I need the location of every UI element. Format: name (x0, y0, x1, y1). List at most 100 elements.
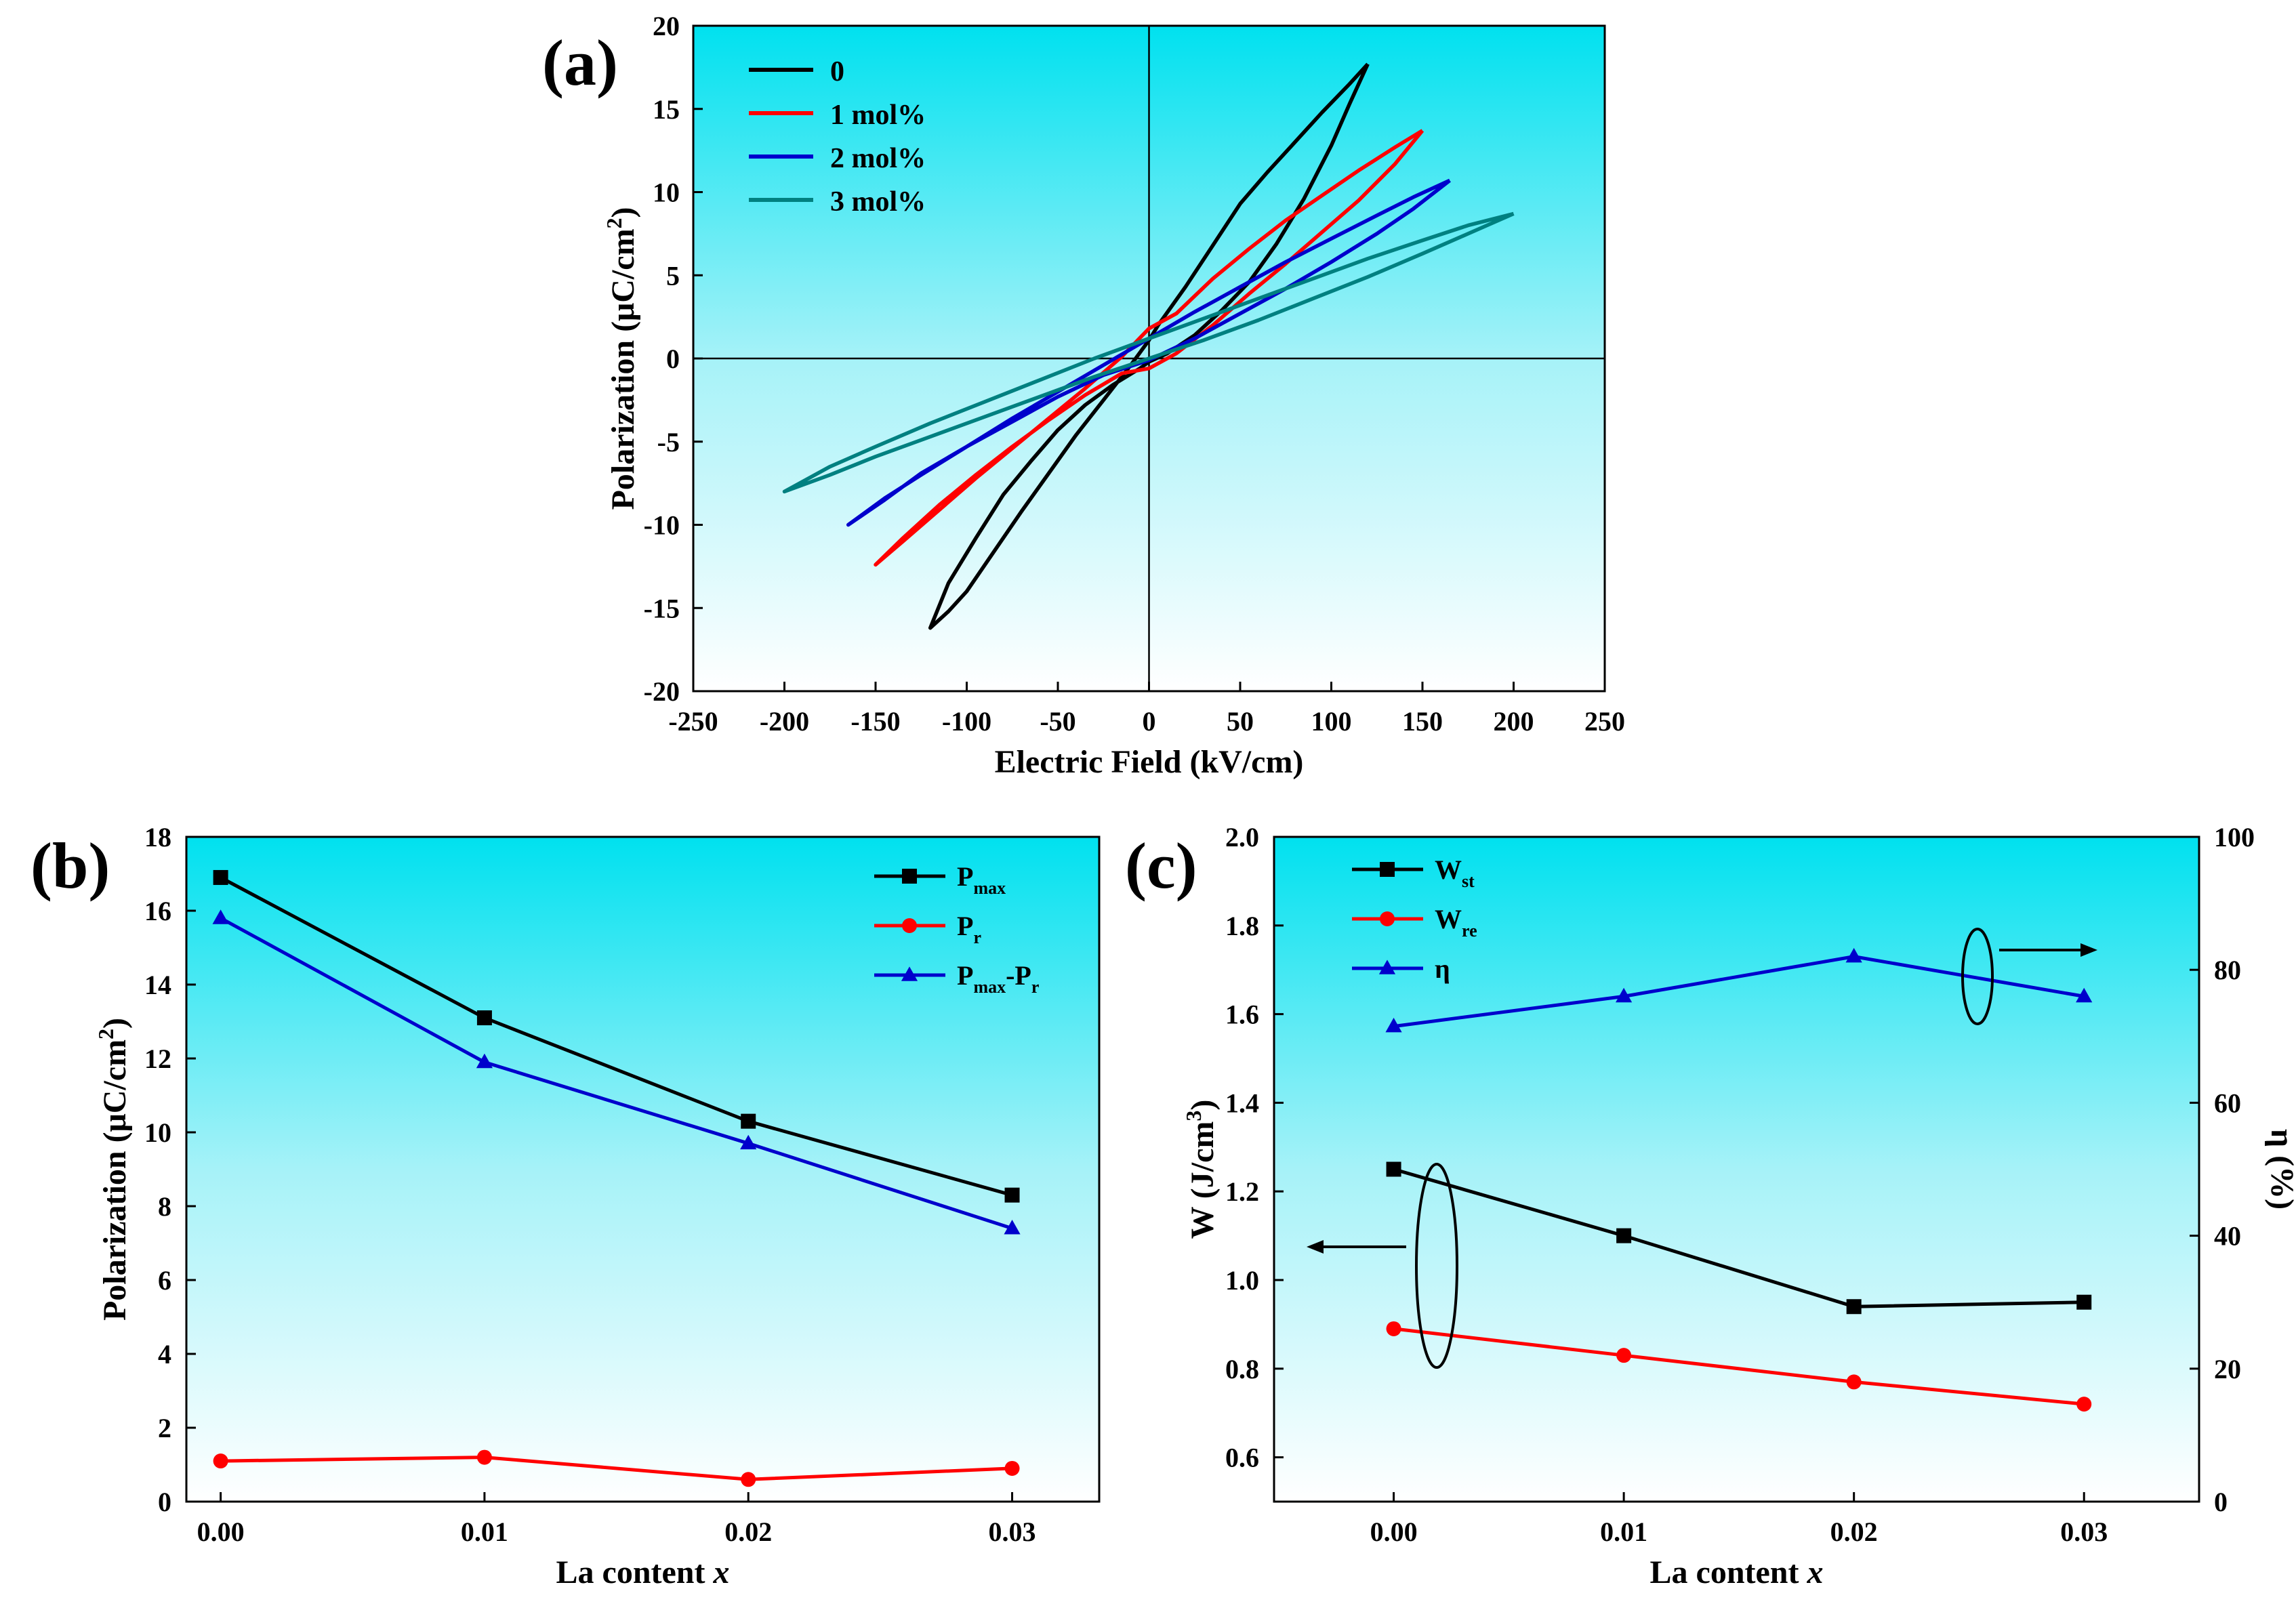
legend-marker (1378, 960, 1396, 974)
x-axis-label: La content x (556, 1554, 730, 1590)
legend-label: 1 mol% (830, 100, 926, 131)
data-point (1846, 1374, 1862, 1390)
data-point (1385, 1017, 1402, 1033)
right-arrow-head (2080, 943, 2097, 957)
left-arrow-head (1307, 1240, 1324, 1254)
series-loop (846, 178, 1451, 527)
data-point (2076, 1397, 2092, 1412)
y2-tick-label: 100 (2214, 822, 2255, 852)
panel-label: (a) (542, 26, 618, 99)
plot-area (185, 836, 1101, 1503)
series-loop (874, 129, 1424, 567)
panel-b-polarization-vs-la: 0.00 0.01 0.02 0.03 0 2 4 6 8 10 12 14 16 18 La conten… (30, 822, 1101, 1590)
y-tick-label: 0.8 (1225, 1354, 1259, 1384)
y-tick-label: -15 (644, 593, 680, 623)
x-tick-label: -200 (760, 706, 809, 737)
data-point (213, 869, 228, 885)
y-tick-label: 1.8 (1225, 911, 1259, 941)
y-tick-label: 0.6 (1225, 1443, 1259, 1473)
data-point (1845, 947, 1862, 963)
y-tick-label: 2.0 (1225, 822, 1259, 852)
y-tick-label: 16 (144, 896, 171, 926)
x-tick-label: 0.02 (1830, 1517, 1878, 1547)
series-line (1393, 1168, 2085, 1308)
x-tick-label: -250 (668, 706, 718, 737)
y-tick-label: 1.6 (1225, 999, 1259, 1030)
data-point (213, 1454, 228, 1469)
data-point (476, 1053, 493, 1069)
x-tick-label: 50 (1227, 706, 1254, 737)
x-axis-label: La content x (1650, 1554, 1824, 1590)
x-tick-label: 200 (1494, 706, 1534, 737)
x-tick-label: 0.00 (1370, 1517, 1418, 1547)
y-tick-label: 12 (144, 1044, 171, 1074)
legend-marker (1380, 862, 1395, 877)
series-line (1393, 1327, 2085, 1406)
y-tick-label: 14 (144, 970, 171, 1000)
y-tick-label: 1.0 (1225, 1265, 1259, 1296)
y-tick-label: 1.4 (1225, 1088, 1259, 1118)
data-point (741, 1113, 756, 1129)
left-axis-ellipse (1415, 1163, 1458, 1369)
y2-tick-label: 60 (2214, 1088, 2241, 1118)
y-tick-label: 1.2 (1225, 1176, 1259, 1207)
panel-a-hysteresis-loops: -250 -200 -150 -100 -50 0 50 100 150 200 250-20-15… (542, 11, 1625, 780)
data-point (740, 1134, 757, 1150)
y-tick-label: 6 (158, 1265, 171, 1296)
legend-label: Wst (1435, 854, 1475, 891)
legend-label: Pmax-Pr (957, 960, 1039, 997)
series-line (220, 1456, 1012, 1481)
x-tick-label: 0.01 (461, 1517, 508, 1547)
legend-marker (902, 869, 917, 884)
legend-marker (902, 918, 917, 933)
y2-tick-label: 20 (2214, 1354, 2241, 1384)
legend-label: η (1435, 953, 1450, 984)
data-point (1004, 1187, 1020, 1203)
x-tick-label: 0.03 (2060, 1517, 2108, 1547)
data-point (2076, 987, 2093, 1003)
x-tick-label: 0.00 (197, 1517, 245, 1547)
data-point (1616, 1348, 1632, 1363)
y-tick-label: 5 (666, 260, 680, 291)
y-tick-label: 15 (653, 94, 680, 125)
y-tick-label: 0 (666, 344, 680, 374)
legend-marker (901, 966, 918, 981)
x-tick-label: 150 (1402, 706, 1443, 737)
x-tick-label: 100 (1311, 706, 1352, 737)
legend-label: Wre (1435, 904, 1477, 941)
x-tick-label: 0.01 (1600, 1517, 1647, 1547)
y-tick-label: -10 (644, 510, 680, 541)
data-point (1616, 987, 1633, 1003)
y2-tick-label: 0 (2214, 1487, 2228, 1517)
panel-c-energy-storage-vs-la: 0.00 0.01 0.02 0.03 0.6 0.8 1.0 1.2 1.4 1.6 1.8 2.0… (1125, 822, 2296, 1590)
x-tick-label: -50 (1040, 706, 1075, 737)
data-point (1004, 1220, 1021, 1235)
data-point (2076, 1294, 2092, 1310)
x-tick-label: 0 (1143, 706, 1156, 737)
series-line (220, 916, 1013, 1231)
x-tick-label: 0.03 (989, 1517, 1036, 1547)
y-tick-label: 18 (144, 822, 171, 852)
data-point (1616, 1228, 1632, 1243)
series-line (220, 875, 1013, 1197)
y-tick-label: -5 (657, 427, 680, 457)
y-axis-label: Polarization (μC/cm2) (94, 1018, 133, 1321)
y-tick-label: -20 (644, 676, 680, 707)
legend-marker (1380, 911, 1395, 926)
y2-tick-label: 80 (2214, 955, 2241, 985)
series-line (1393, 955, 2085, 1029)
data-point (212, 909, 229, 924)
y2-axis-label: η (%) (2264, 1129, 2296, 1210)
data-point (476, 1010, 492, 1026)
data-point (1004, 1460, 1020, 1476)
series-loop (782, 211, 1515, 494)
panel-label: (c) (1125, 829, 1197, 902)
legend-label: 0 (830, 56, 844, 87)
data-point (741, 1472, 756, 1487)
x-tick-label: -150 (850, 706, 900, 737)
y-tick-label: 4 (158, 1339, 171, 1369)
panel-label: (b) (30, 829, 110, 902)
x-tick-label: 0.02 (724, 1517, 772, 1547)
legend-label: 2 mol% (830, 143, 926, 174)
